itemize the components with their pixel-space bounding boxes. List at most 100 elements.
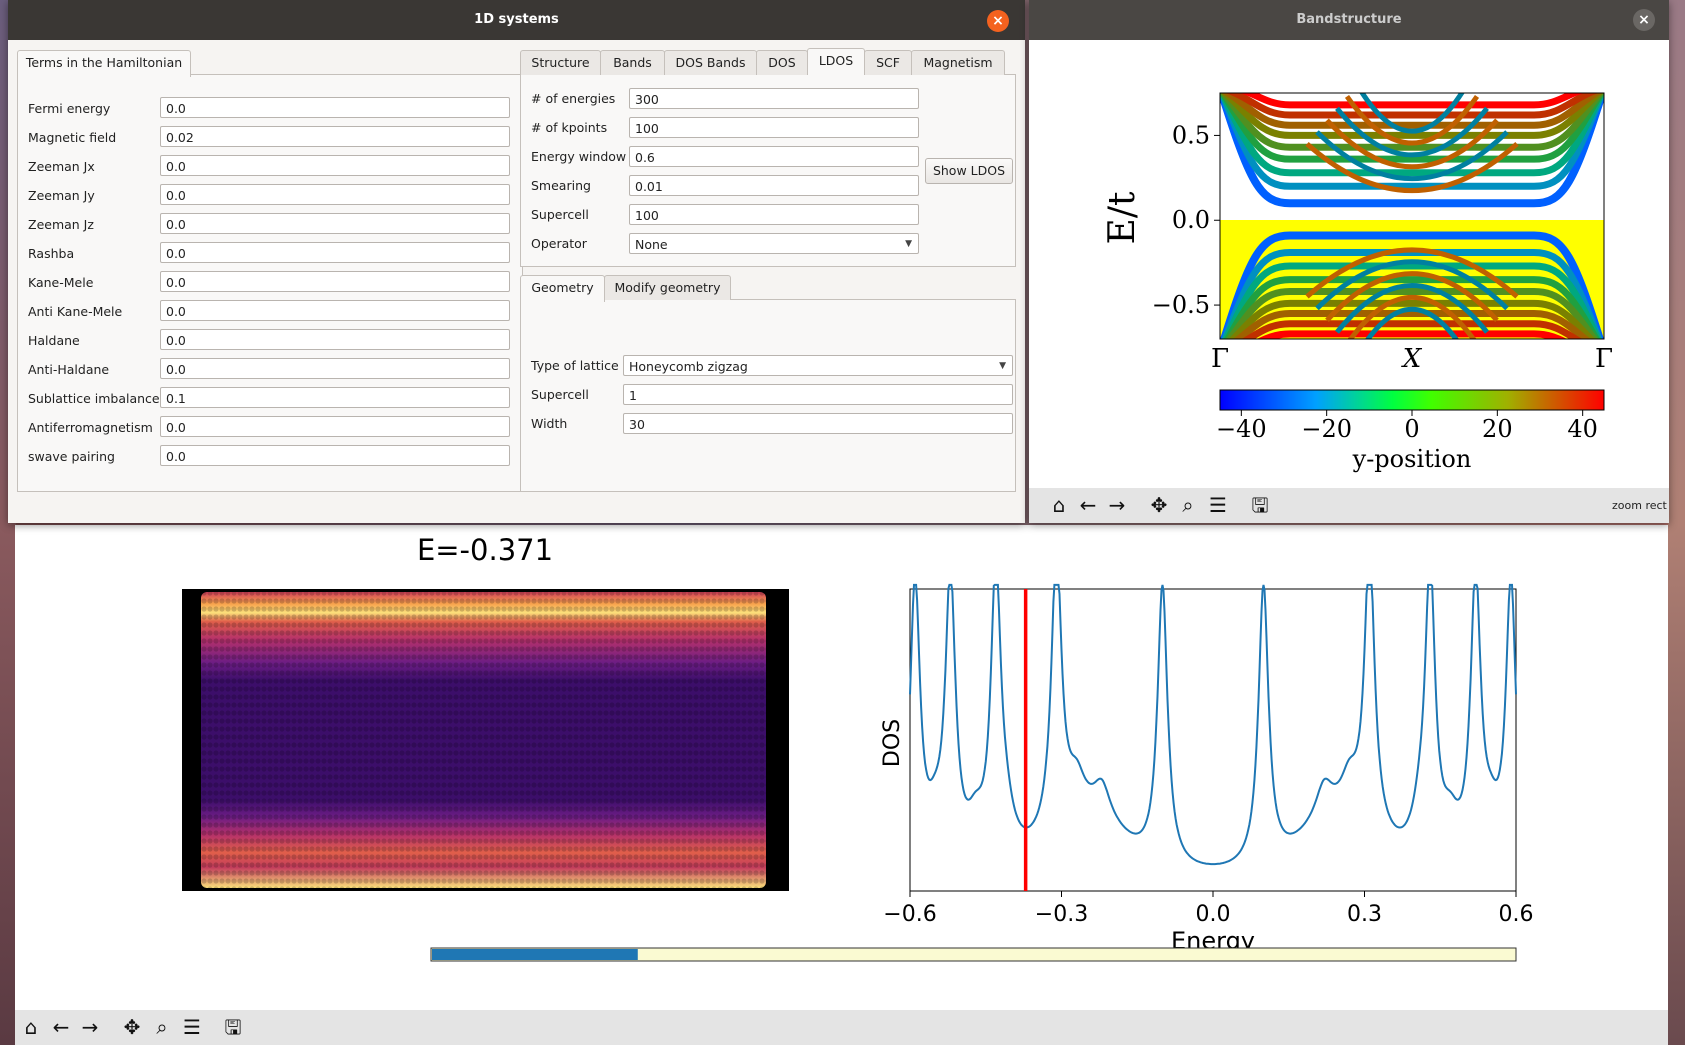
band-xtick-label: Γ <box>1595 344 1613 374</box>
back-arrow-icon[interactable]: ← <box>52 1015 70 1039</box>
band-line <box>1239 93 1585 109</box>
field-label: Kane-Mele <box>28 275 94 290</box>
band-line <box>1359 93 1465 134</box>
band-xtick-label: Γ <box>1211 344 1229 374</box>
tab-ldos[interactable]: LDOS <box>807 48 865 75</box>
field-label: swave pairing <box>28 449 115 464</box>
configure-icon[interactable]: ☰ <box>183 1015 201 1039</box>
band-line <box>1220 93 1604 139</box>
dos-xtick-label: −0.3 <box>1035 902 1088 927</box>
pan-icon[interactable]: ✥ <box>123 1015 141 1039</box>
dos-xtick-label: 0.3 <box>1347 902 1382 927</box>
field-label: Zeeman Jy <box>28 188 95 203</box>
main-window: 1D systems × Terms in the Hamiltonian Fe… <box>8 0 1025 523</box>
ldos-field-label: Smearing <box>531 178 591 193</box>
zoom-icon[interactable]: ⌕ <box>156 1015 168 1039</box>
band-line <box>1335 106 1489 158</box>
field-input[interactable]: 0.0 <box>160 97 510 118</box>
band-line <box>1220 93 1604 177</box>
field-input[interactable]: 0.0 <box>160 358 510 379</box>
band-line <box>1223 276 1601 339</box>
band-line <box>1225 287 1599 339</box>
tab-scf[interactable]: SCF <box>864 50 912 75</box>
band-toolbar: ⌂ ← → ✥ ⌕ ☰ 🖫 zoom rect <box>1029 488 1669 523</box>
field-input[interactable]: 0.0 <box>160 445 510 466</box>
home-icon[interactable]: ⌂ <box>24 1015 38 1039</box>
band-xtick-label: X <box>1401 344 1423 374</box>
bandstructure-title: Bandstructure <box>1029 0 1669 40</box>
field-label: Zeeman Jz <box>28 217 94 232</box>
field-input[interactable]: 0.0 <box>160 329 510 350</box>
field-input[interactable]: 0.0 <box>160 271 510 292</box>
colorbar-tick-label: 40 <box>1567 415 1598 443</box>
tab-modify-geometry[interactable]: Modify geometry <box>604 275 731 300</box>
field-input[interactable]: 0.0 <box>160 213 510 234</box>
save-icon[interactable]: 🖫 <box>224 1015 242 1039</box>
field-input[interactable]: 0.0 <box>160 300 510 321</box>
band-line <box>1335 283 1489 334</box>
back-arrow-icon[interactable]: ← <box>1079 493 1097 517</box>
tab-bands[interactable]: Bands <box>600 50 665 75</box>
field-input[interactable]: 0.1 <box>160 387 510 408</box>
colorbar <box>1219 389 1605 411</box>
field-input[interactable]: 0.0 <box>160 416 510 437</box>
ldos-field-label: # of kpoints <box>531 120 608 135</box>
field-label: Zeeman Jx <box>28 159 95 174</box>
width-input[interactable]: 30 <box>623 413 1013 434</box>
band-ylabel: E/t <box>1102 191 1143 244</box>
band-line <box>1241 320 1583 339</box>
colorbar-label: y-position <box>1352 445 1472 473</box>
band-axes <box>1219 92 1605 340</box>
dos-axes <box>909 588 1517 892</box>
tab-terms-hamiltonian[interactable]: Terms in the Hamiltonian <box>17 50 191 77</box>
ldos-field-input[interactable]: 0.01 <box>629 175 919 196</box>
band-line <box>1220 93 1604 163</box>
field-input[interactable]: 0.0 <box>160 184 510 205</box>
tab-structure[interactable]: Structure <box>520 50 601 75</box>
field-label: Antiferromagnetism <box>28 420 153 435</box>
dos-plot: −0.6 −0.3 0.0 0.3 0.6 DOS Energy <box>880 583 1534 955</box>
band-line <box>1305 142 1519 193</box>
geometry-supercell-input[interactable]: 1 <box>623 384 1013 405</box>
zoom-icon[interactable]: ⌕ <box>1182 493 1194 517</box>
energy-slider[interactable] <box>430 947 1517 962</box>
show-ldos-button[interactable]: Show LDOS <box>925 158 1013 184</box>
tab-magnetism[interactable]: Magnetism <box>911 50 1005 75</box>
dos-xtick-label: 0.0 <box>1196 902 1231 927</box>
ldos-map-texture <box>201 592 766 888</box>
band-line <box>1220 93 1604 208</box>
home-icon[interactable]: ⌂ <box>1052 493 1066 517</box>
pan-icon[interactable]: ✥ <box>1150 493 1168 517</box>
ldos-field-input[interactable]: 0.6 <box>629 146 919 167</box>
field-label: Fermi energy <box>28 101 111 116</box>
colorbar-tick-label: −40 <box>1216 415 1267 443</box>
band-line <box>1315 259 1509 311</box>
tab-geometry[interactable]: Geometry <box>520 275 605 302</box>
ldos-field-label: Supercell <box>531 207 589 222</box>
ldos-field-input[interactable]: 100 <box>629 204 919 225</box>
ldos-field-input[interactable]: 100 <box>629 117 919 138</box>
close-icon[interactable]: × <box>987 10 1009 32</box>
forward-arrow-icon[interactable]: → <box>1108 493 1126 517</box>
field-input[interactable]: 0.0 <box>160 155 510 176</box>
colorbar-tick-label: 0 <box>1404 415 1419 443</box>
save-icon[interactable]: 🖫 <box>1251 493 1269 517</box>
plot-toolbar: ⌂ ← → ✥ ⌕ ☰ 🖫 <box>15 1010 1668 1045</box>
close-icon[interactable]: × <box>1633 9 1655 31</box>
band-line <box>1347 294 1477 339</box>
tab-dos-bands[interactable]: DOS Bands <box>664 50 757 75</box>
width-label: Width <box>531 416 568 431</box>
tab-dos[interactable]: DOS <box>756 50 808 75</box>
ldos-field-label: Energy window <box>531 149 627 164</box>
colorbar-tick-label: 20 <box>1482 415 1513 443</box>
field-input[interactable]: 0.0 <box>160 242 510 263</box>
lattice-select[interactable]: Honeycomb zigzag ▼ <box>623 355 1013 376</box>
field-input[interactable]: 0.02 <box>160 126 510 147</box>
forward-arrow-icon[interactable]: → <box>81 1015 99 1039</box>
configure-icon[interactable]: ☰ <box>1209 493 1227 517</box>
operator-select[interactable]: None ▼ <box>629 233 919 254</box>
geometry-supercell-label: Supercell <box>531 387 589 402</box>
band-line <box>1222 262 1602 339</box>
band-line <box>1233 310 1591 339</box>
ldos-field-input[interactable]: 300 <box>629 88 919 109</box>
